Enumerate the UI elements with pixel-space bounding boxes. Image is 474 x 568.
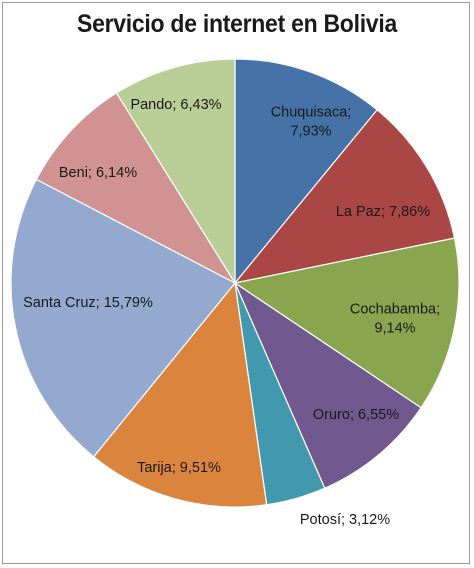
slice-label-cochabamba: Cochabamba; 9,14% [350, 302, 440, 337]
pie-slice-oruro [233, 281, 422, 490]
pie-slice-santa-cruz [10, 178, 236, 458]
pie-slice-tarija [92, 281, 268, 508]
slice-label-tarija: Tarija; 9,51% [137, 460, 221, 476]
chart-title: Servicio de internet en Bolivia [77, 10, 397, 38]
pie-slice-chuquisaca [234, 58, 379, 285]
pie-slice-pando [115, 58, 236, 286]
slice-label-chuquisaca: Chuquisaca; 7,93% [271, 105, 352, 140]
slice-label-beni: Beni; 6,14% [59, 165, 137, 181]
slice-label-la-paz: La Paz; 7,86% [336, 204, 430, 220]
pie-slice-la-paz [233, 109, 456, 284]
slice-label-oruro: Oruro; 6,55% [313, 407, 399, 423]
slice-label-pando: Pando; 6,43% [130, 97, 221, 113]
pie-slice-cochabamba [233, 237, 460, 409]
slice-label-potosi: Potosí; 3,12% [300, 512, 390, 528]
slice-label-santa-cruz: Santa Cruz; 15,79% [23, 295, 153, 311]
pie-slice-beni [35, 92, 237, 285]
